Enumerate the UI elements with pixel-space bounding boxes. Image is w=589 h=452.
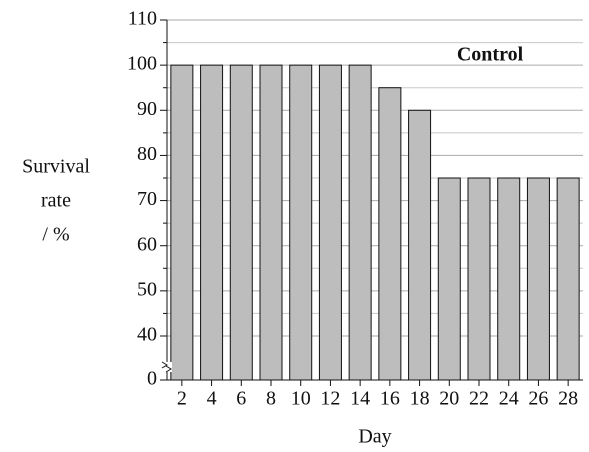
y-tick-label: 0 [147, 368, 157, 390]
annotation: Control [457, 44, 524, 66]
x-tick-label: 6 [236, 388, 246, 410]
bar [348, 64, 372, 381]
x-tick-label: 10 [291, 388, 311, 410]
y-tick-label: 50 [137, 278, 157, 300]
y-tick-label: 90 [137, 98, 157, 120]
x-tick-label: 26 [528, 388, 548, 410]
x-tick-label: 16 [380, 388, 400, 410]
x-tick-label: 18 [410, 388, 430, 410]
y-axis-label: / % [42, 224, 69, 246]
x-tick-label: 28 [558, 388, 578, 410]
y-tick-label: 80 [137, 143, 157, 165]
bar [408, 109, 432, 381]
y-tick-label: 110 [128, 8, 157, 30]
bar [526, 177, 550, 381]
axis-break [161, 361, 172, 373]
x-tick-label: 24 [499, 388, 519, 410]
y-tick-label: 40 [137, 324, 157, 346]
x-axis-label: Day [358, 426, 391, 448]
x-tick-label: 2 [177, 388, 187, 410]
y-axis-label: Survival [22, 156, 90, 178]
x-tick-label: 4 [207, 388, 217, 410]
x-tick-label: 12 [320, 388, 340, 410]
y-tick-label: 100 [127, 53, 157, 75]
bar [556, 177, 580, 381]
y-axis-label: rate [41, 190, 71, 212]
bar [437, 177, 461, 381]
bar [259, 64, 283, 381]
x-tick-label: 14 [350, 388, 370, 410]
y-tick-label: 60 [137, 233, 157, 255]
x-tick-label: 22 [469, 388, 489, 410]
bar [200, 64, 224, 381]
y-tick-label: 70 [137, 188, 157, 210]
bar [318, 64, 342, 381]
x-tick-label: 20 [439, 388, 459, 410]
bar [289, 64, 313, 381]
bar [467, 177, 491, 381]
bar [170, 64, 194, 381]
bar [497, 177, 521, 381]
bar [229, 64, 253, 381]
x-tick-label: 8 [266, 388, 276, 410]
bar [378, 87, 402, 381]
